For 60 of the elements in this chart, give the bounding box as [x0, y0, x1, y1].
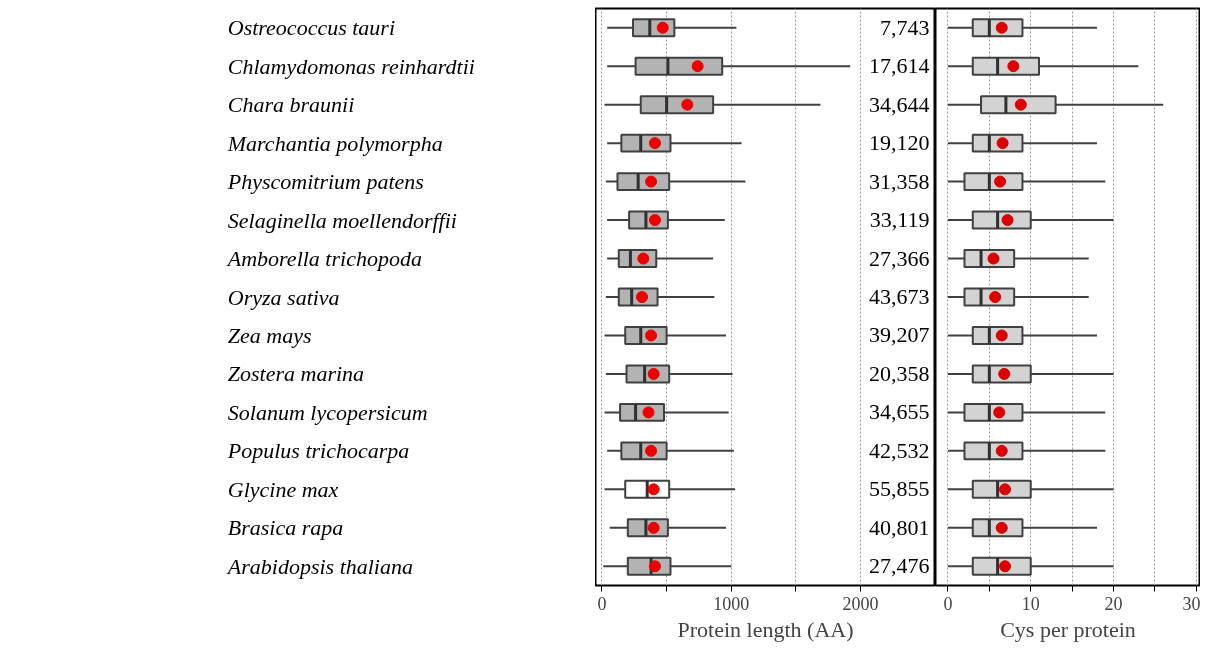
point [994, 175, 1007, 188]
point [656, 21, 669, 34]
x-tick-label: 20 [1104, 593, 1123, 614]
y-tick-label: Glycine max [227, 476, 339, 502]
x-tick-label: 2000 [842, 593, 879, 614]
x-tick-label: 0 [597, 593, 607, 614]
annotation: 27,366 [869, 245, 930, 271]
annotation: 7,743 [880, 14, 930, 40]
annotation: 31,358 [869, 168, 930, 194]
point [691, 60, 704, 73]
annotation: 17,614 [869, 53, 930, 79]
y-tick-label: Brasica rapa [227, 515, 344, 541]
y-tick-label: Ostreococcus tauri [227, 15, 396, 41]
point [987, 252, 1000, 265]
annotation: 43,673 [869, 284, 930, 309]
y-tick-label: Oryza sativa [227, 284, 340, 310]
point [648, 137, 661, 150]
y-tick-label: Selaginella moellendorffii [227, 207, 457, 233]
x-axis-title: Protein length (AA) [677, 616, 854, 642]
point [1014, 98, 1027, 111]
point [999, 560, 1012, 573]
point [645, 444, 658, 457]
point [1001, 214, 1014, 227]
y-tick-label: Zostera marina [227, 361, 365, 387]
x-tick-label: 10 [1021, 593, 1040, 614]
annotation: 27,476 [869, 553, 930, 579]
point [995, 444, 1008, 457]
annotation: 55,855 [869, 476, 930, 502]
y-tick-label: Chara braunii [227, 92, 355, 118]
point [999, 483, 1012, 496]
annotation: 42,532 [869, 437, 930, 463]
annotation: 20,358 [869, 360, 930, 386]
annotation: 34,655 [869, 399, 930, 425]
y-tick-label: Zea mays [227, 322, 312, 348]
point [995, 21, 1008, 34]
point [989, 291, 1002, 303]
annotation: 40,801 [869, 514, 930, 540]
y-tick-label: Marchantia polymorpha [226, 130, 443, 156]
y-tick-label: Amborella trichopoda [225, 246, 422, 272]
y-tick-label: Populus trichocarpa [226, 438, 410, 464]
annotation: 33,119 [869, 207, 930, 233]
point [1007, 60, 1020, 73]
point [996, 137, 1009, 150]
y-tick-label: Physcomitrium patens [226, 169, 424, 195]
point [645, 175, 658, 188]
point [681, 98, 694, 111]
point [998, 367, 1011, 380]
point [995, 521, 1008, 534]
annotation: 19,120 [869, 130, 930, 156]
y-tick-label: Chlamydomonas reinhardtii [227, 53, 475, 79]
y-tick-label: Arabidopsis thaliana [225, 553, 413, 579]
x-axis-title: Cys per protein [1000, 616, 1136, 642]
y-tick-label: Solanum lycopersicum [227, 399, 428, 425]
x-tick-label: 30 [1182, 593, 1201, 614]
point [993, 406, 1006, 419]
x-tick-label: 1000 [713, 593, 750, 614]
x-tick-label: 0 [943, 593, 953, 614]
annotation: 34,644 [869, 91, 930, 117]
point [995, 329, 1008, 342]
annotation: 39,207 [869, 322, 930, 348]
